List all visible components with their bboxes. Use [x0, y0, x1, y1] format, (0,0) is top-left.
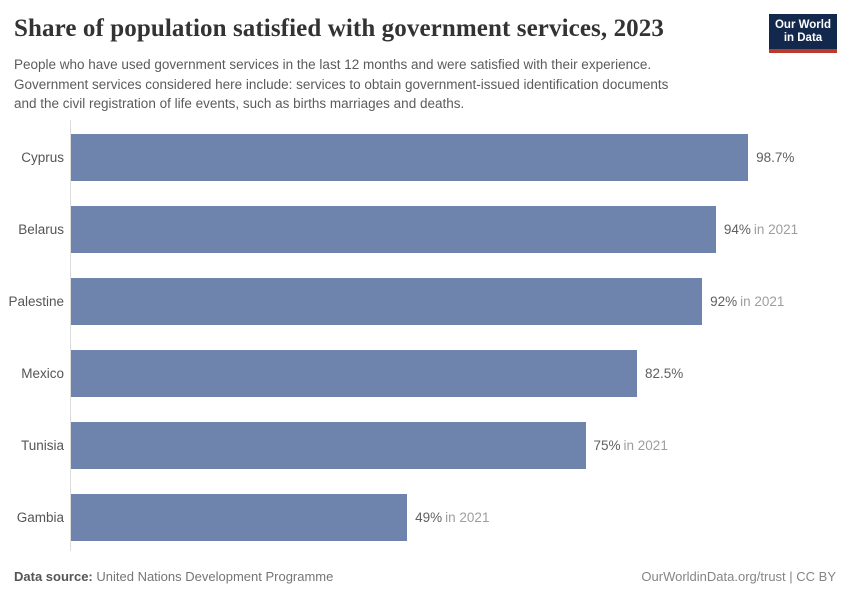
data-source-label: Data source: — [14, 569, 93, 584]
country-label: Cyprus — [21, 150, 64, 165]
bar[interactable] — [71, 134, 749, 181]
owid-logo-line1: Our World — [774, 19, 831, 31]
bar-row: Cyprus 98.7% — [0, 134, 850, 181]
country-label: Palestine — [8, 294, 64, 309]
chart-footer: Data source: United Nations Development … — [14, 568, 836, 586]
bar-row: Tunisia 75% in 2021 — [0, 422, 850, 469]
value-label: 94% in 2021 — [723, 222, 799, 237]
bar-row: Gambia 49% in 2021 — [0, 494, 850, 541]
owid-logo-line2: in Data — [783, 32, 823, 44]
chart-subtitle: People who have used government services… — [14, 55, 774, 114]
chart-subtitle-line: People who have used government services… — [14, 57, 652, 72]
value-year-suffix: in 2021 — [740, 294, 785, 309]
page-title: Share of population satisfied with gover… — [14, 15, 664, 42]
value-label: 75% in 2021 — [593, 438, 668, 453]
value-year-suffix: in 2021 — [623, 438, 668, 453]
country-label: Gambia — [16, 510, 64, 525]
country-label: Mexico — [21, 366, 64, 381]
value-label: 82.5% — [644, 366, 684, 381]
bar[interactable] — [71, 422, 586, 469]
chart-subtitle-line: and the civil registration of life event… — [14, 96, 465, 111]
value-label: 92% in 2021 — [710, 294, 785, 309]
attribution[interactable]: OurWorldinData.org/trust | CC BY — [641, 569, 836, 584]
bar[interactable] — [71, 278, 703, 325]
bar[interactable] — [71, 206, 716, 253]
value-year-suffix: in 2021 — [445, 510, 490, 525]
bar-row: Mexico 82.5% — [0, 350, 850, 397]
owid-logo[interactable]: Our World in Data — [769, 14, 837, 53]
value-label: 49% in 2021 — [415, 510, 490, 525]
data-source[interactable]: Data source: United Nations Development … — [14, 568, 333, 586]
chart-subtitle-line: Government services considered here incl… — [14, 76, 669, 92]
bar[interactable] — [71, 350, 637, 397]
value-year-suffix: in 2021 — [753, 222, 799, 237]
country-label: Belarus — [18, 222, 64, 237]
bar[interactable] — [71, 494, 408, 541]
bar-row: Belarus 94% in 2021 — [0, 206, 850, 253]
data-source-value: United Nations Development Programme — [96, 569, 334, 584]
country-label: Tunisia — [20, 438, 64, 453]
y-axis-line — [70, 120, 71, 551]
value-label: 98.7% — [756, 150, 795, 165]
bar-row: Palestine 92% in 2021 — [0, 278, 850, 325]
